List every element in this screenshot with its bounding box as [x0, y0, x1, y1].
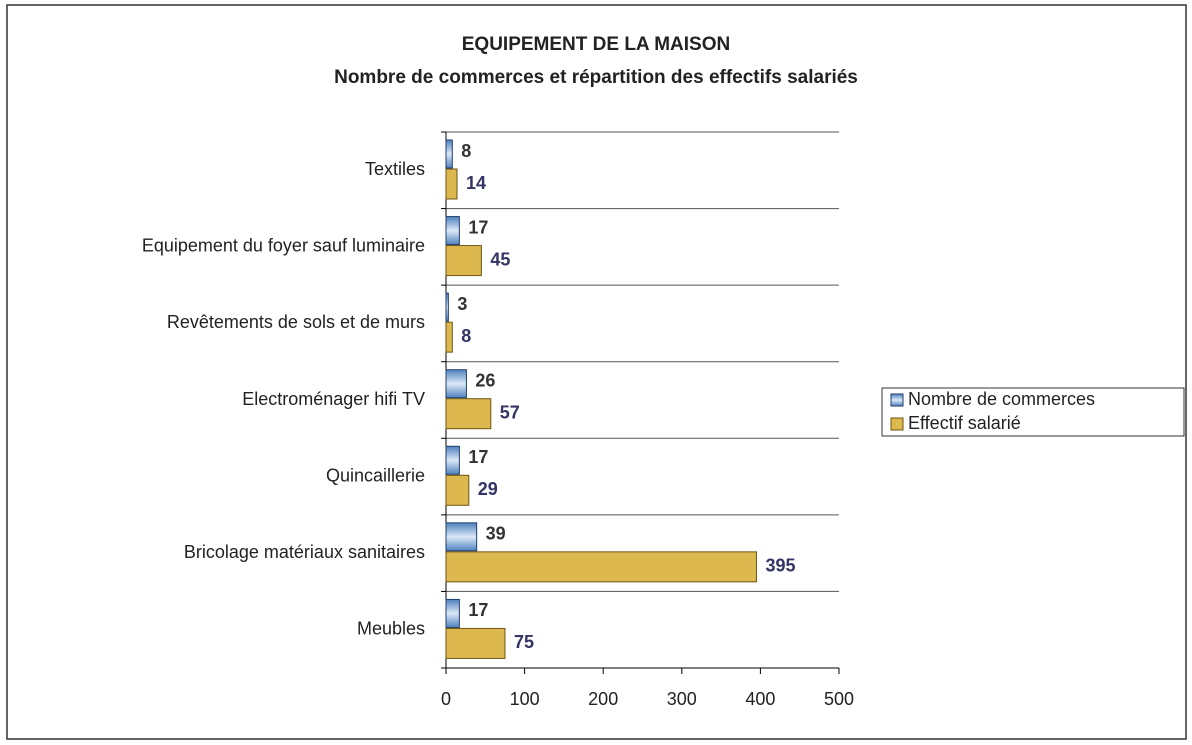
bar: [445, 369, 467, 399]
bar: [445, 321, 453, 353]
bar: [445, 168, 458, 200]
value-label: 39: [486, 524, 506, 544]
x-tick-label: 0: [441, 689, 451, 709]
bar: [445, 292, 449, 322]
value-label: 17: [468, 447, 488, 467]
legend-swatch: [890, 393, 904, 407]
bar: [445, 216, 460, 246]
chart-subtitle: Nombre de commerces et répartition des e…: [334, 67, 858, 88]
value-label: 75: [514, 632, 534, 652]
bar: [445, 245, 482, 277]
legend-swatch: [890, 417, 904, 431]
y-tick-label: Meubles: [357, 618, 425, 638]
y-tick-label: Equipement du foyer sauf luminaire: [142, 236, 425, 256]
value-label: 17: [468, 217, 488, 237]
y-tick-label: Textiles: [365, 159, 425, 179]
y-tick-label: Electroménager hifi TV: [242, 389, 425, 409]
y-tick-label: Bricolage matériaux sanitaires: [184, 542, 425, 562]
chart-border: [6, 4, 1187, 740]
bar: [445, 627, 506, 659]
bar: [445, 445, 460, 475]
value-label: 26: [475, 370, 495, 390]
value-label: 14: [466, 173, 486, 193]
bar: [445, 474, 470, 506]
value-label: 57: [500, 402, 520, 422]
bar: [445, 551, 757, 583]
value-label: 8: [461, 141, 471, 161]
bar: [445, 398, 492, 430]
legend-box: [881, 387, 1185, 437]
value-label: 29: [478, 479, 498, 499]
legend-label: Nombre de commerces: [908, 389, 1095, 409]
value-label: 3: [457, 294, 467, 314]
value-label: 17: [468, 600, 488, 620]
value-label: 395: [765, 556, 795, 576]
bar: [445, 522, 478, 552]
value-label: 45: [490, 249, 510, 269]
y-tick-label: Quincaillerie: [326, 465, 425, 485]
x-tick-label: 200: [588, 689, 618, 709]
bar: [445, 139, 453, 169]
x-tick-label: 100: [510, 689, 540, 709]
x-tick-label: 500: [824, 689, 854, 709]
y-tick-label: Revêtements de sols et de murs: [167, 312, 425, 332]
x-tick-label: 300: [667, 689, 697, 709]
x-tick-label: 400: [745, 689, 775, 709]
bar: [445, 598, 460, 628]
value-label: 8: [461, 326, 471, 346]
chart-title: EQUIPEMENT DE LA MAISON: [462, 34, 730, 55]
legend-label: Effectif salarié: [908, 413, 1021, 433]
